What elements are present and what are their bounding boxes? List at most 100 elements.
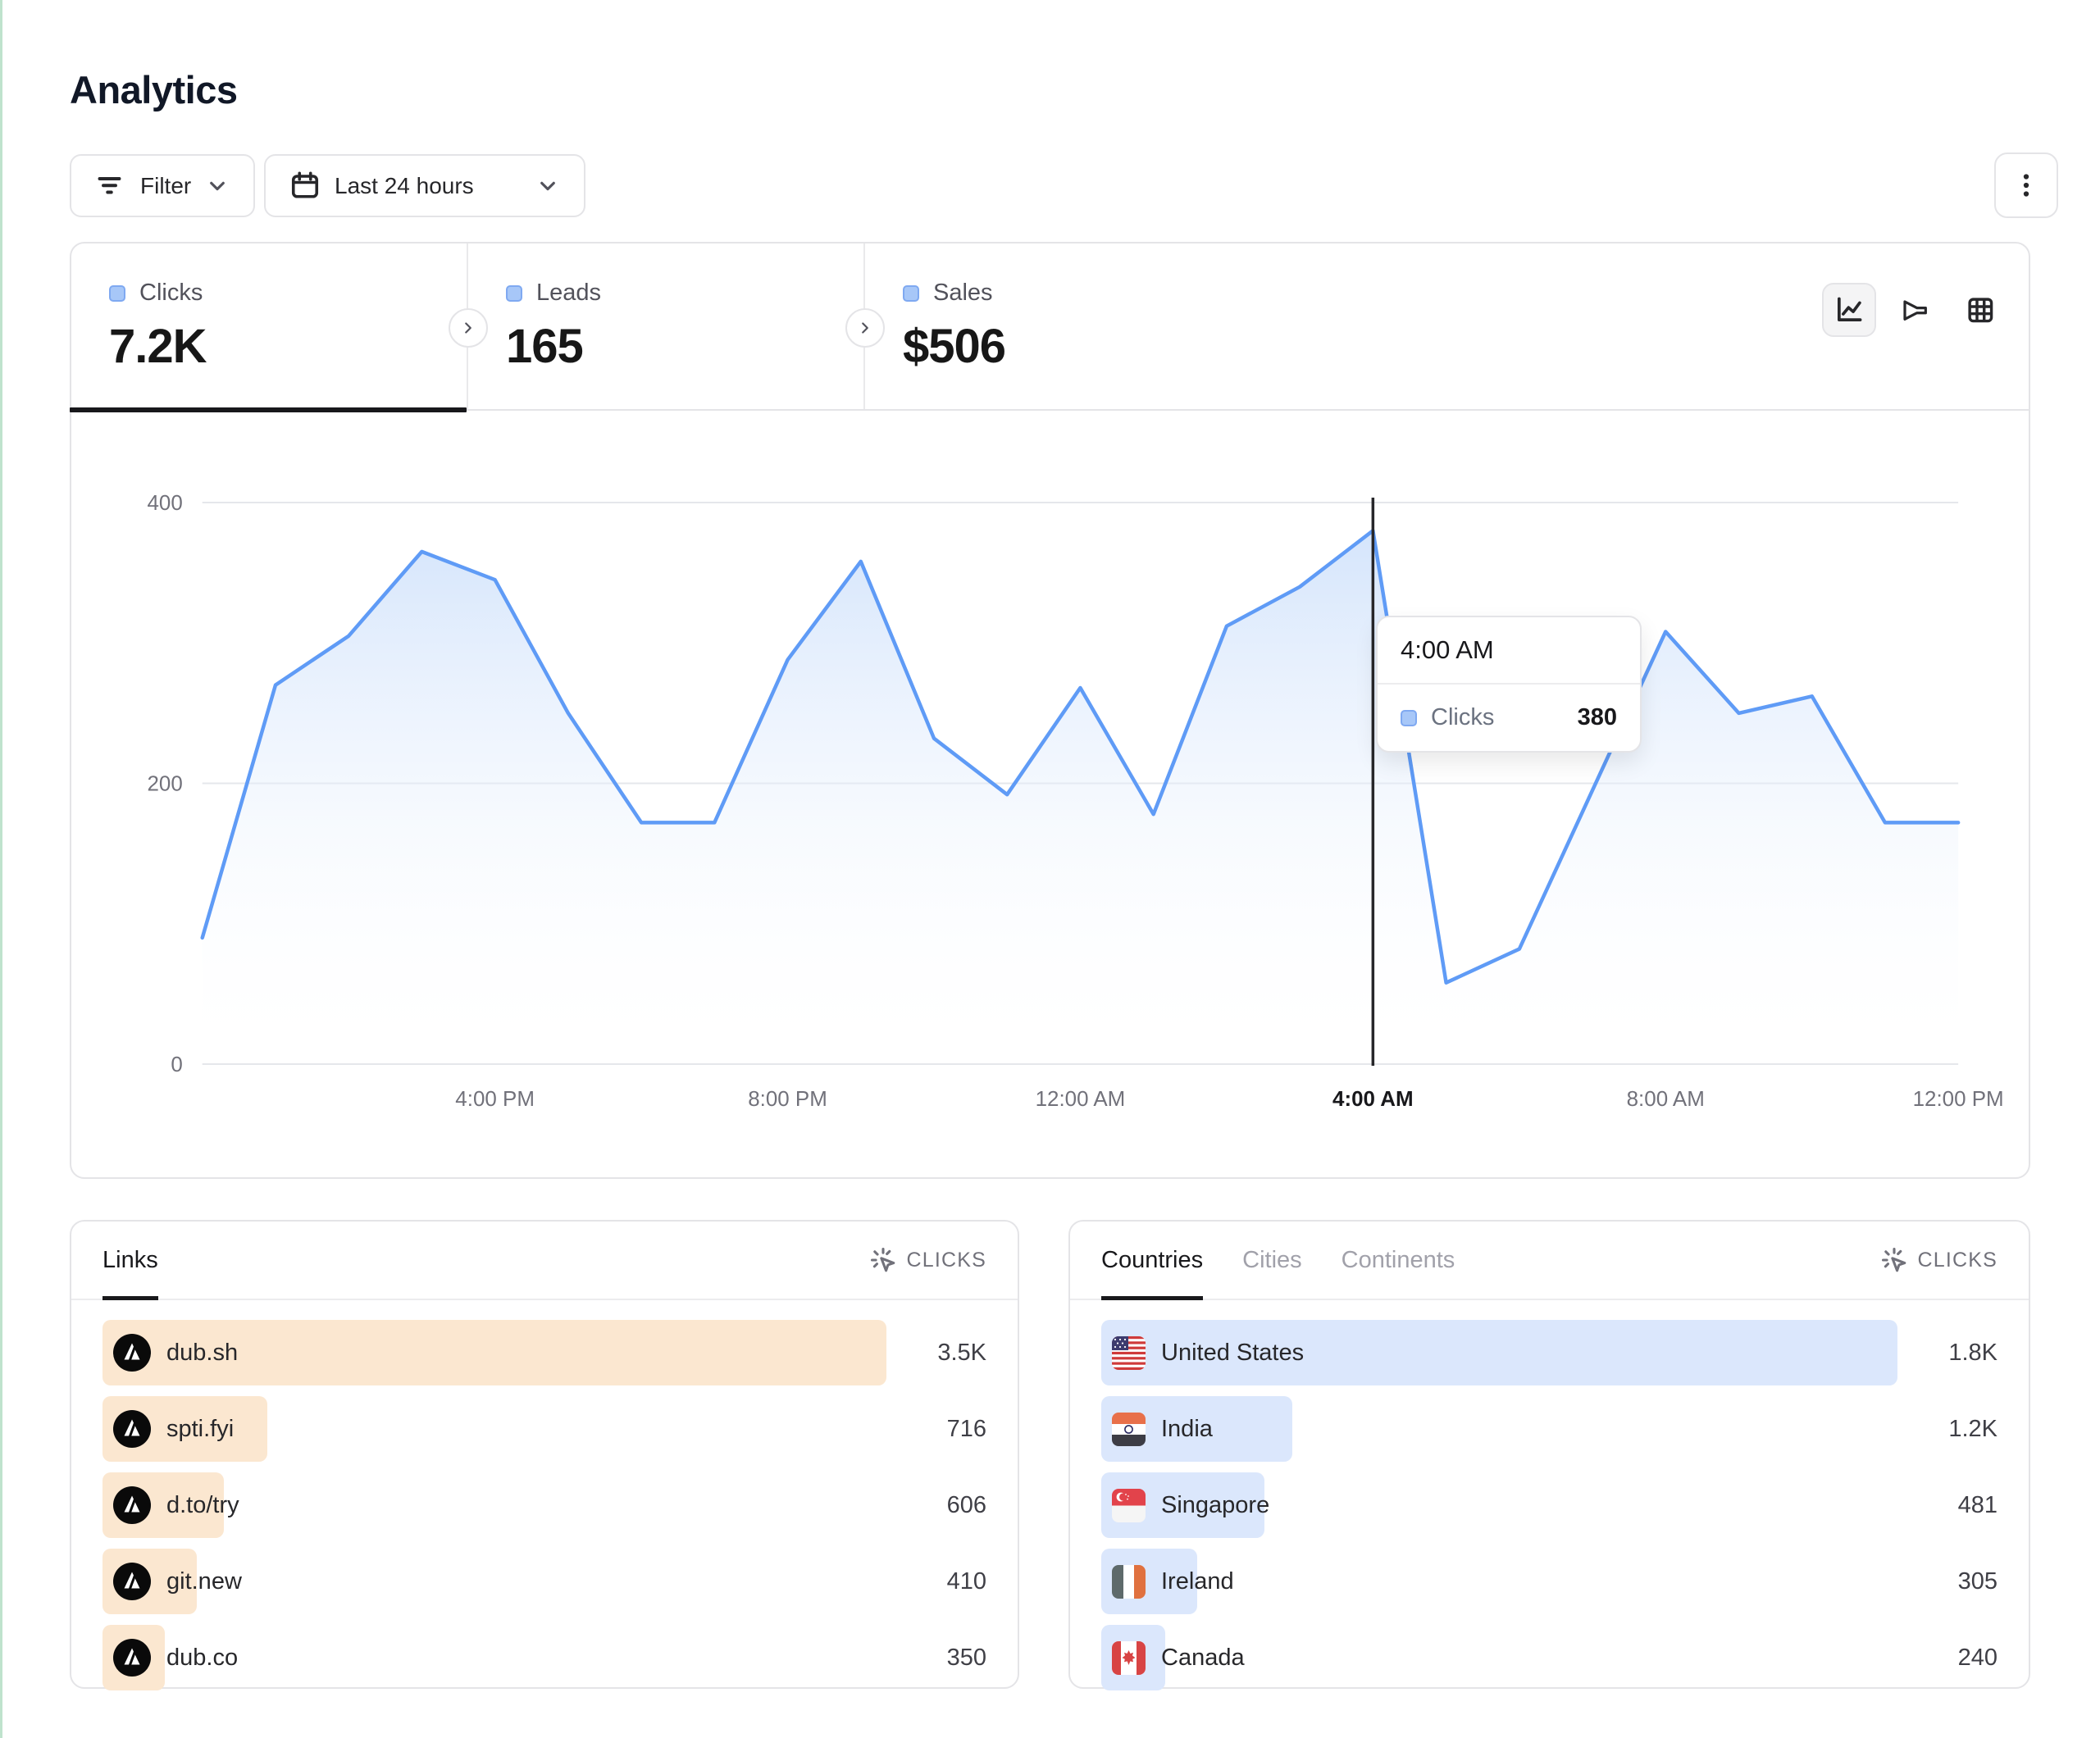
- chevron-right-icon: [862, 322, 868, 334]
- countries-panel: Countries Cities Continents CLICKS Unite…: [1068, 1220, 2030, 1690]
- stat-label-row: Clicks: [109, 280, 467, 307]
- date-range-button[interactable]: Last 24 hours: [264, 154, 585, 217]
- filter-button-label: Filter: [140, 172, 192, 198]
- svg-text:8:00 PM: 8:00 PM: [748, 1086, 827, 1111]
- sales-value: $506: [903, 320, 1006, 373]
- canada-flag-icon: [1112, 1641, 1146, 1675]
- leads-legend-swatch: [506, 284, 522, 302]
- link-row-git-new[interactable]: git.new 410: [102, 1549, 986, 1614]
- link-clicks-value: 3.5K: [937, 1339, 986, 1366]
- link-bar: [102, 1320, 886, 1385]
- stat-tab-sales[interactable]: Sales $506: [865, 243, 1262, 409]
- country-clicks-value: 305: [1957, 1567, 1998, 1595]
- sales-legend-swatch: [903, 284, 919, 302]
- country-row-india[interactable]: India 1.2K: [1101, 1396, 1998, 1462]
- country-label: India: [1161, 1415, 1213, 1442]
- country-row-united-states[interactable]: United States 1.8K: [1101, 1320, 1998, 1385]
- svg-text:12:00 PM: 12:00 PM: [1913, 1086, 2004, 1111]
- tab-links[interactable]: Links: [102, 1222, 158, 1300]
- clicks-area-chart[interactable]: 0 200 400 4:00 PM 8:00 PM 12:00 AM 4:00 AM 8:00…: [71, 411, 2029, 1176]
- chevron-down-icon: [540, 181, 555, 190]
- kebab-menu-icon: [2023, 174, 2029, 197]
- tab-label: Continents: [1341, 1246, 1455, 1273]
- singapore-flag-icon: [1112, 1489, 1146, 1522]
- tooltip-series-label: Clicks: [1431, 704, 1495, 730]
- link-clicks-value: 716: [946, 1415, 986, 1442]
- stats-tabs-row: Clicks 7.2K Leads 165 Sales $506: [70, 243, 2029, 412]
- dub-logo-icon: [113, 1486, 151, 1524]
- link-label: dub.sh: [166, 1339, 239, 1366]
- tab-countries[interactable]: Countries: [1101, 1222, 1204, 1300]
- svg-text:4:00 PM: 4:00 PM: [455, 1086, 535, 1111]
- countries-metric-header[interactable]: CLICKS: [1880, 1246, 1998, 1274]
- country-row-canada[interactable]: Canada 240: [1101, 1625, 1998, 1690]
- link-label: dub.co: [166, 1644, 239, 1671]
- table-view-button[interactable]: [1953, 283, 2007, 337]
- stat-tab-clicks[interactable]: Clicks 7.2K: [70, 243, 468, 412]
- clicks-value: 7.2K: [109, 320, 207, 373]
- svg-text:4:00 AM: 4:00 AM: [1332, 1086, 1414, 1111]
- svg-text:400: 400: [147, 490, 182, 515]
- tooltip-series-row: Clicks 380: [1378, 685, 1640, 751]
- metric-label: CLICKS: [906, 1248, 986, 1272]
- link-clicks-value: 606: [946, 1491, 986, 1518]
- country-row-singapore[interactable]: Singapore 481: [1101, 1472, 1998, 1538]
- tab-continents[interactable]: Continents: [1342, 1222, 1455, 1299]
- area-chart-canvas[interactable]: 0 200 400 4:00 PM 8:00 PM 12:00 AM 4:00 AM 8:00…: [71, 411, 2029, 1176]
- link-label: spti.fyi: [166, 1415, 235, 1442]
- country-bar: [1101, 1320, 1897, 1385]
- page-edge-decoration: [0, 0, 2, 1738]
- svg-text:0: 0: [171, 1052, 182, 1076]
- calendar-icon: [291, 171, 319, 198]
- country-label: United States: [1161, 1339, 1305, 1366]
- clicks-legend-swatch: [109, 284, 125, 302]
- chevron-down-icon: [210, 181, 225, 190]
- tab-label: Countries: [1101, 1246, 1204, 1273]
- date-range-label: Last 24 hours: [335, 172, 474, 198]
- links-panel: Links CLICKS dub.sh 3.5K spti.fyi 716: [70, 1220, 1019, 1690]
- stat-label: Leads: [536, 280, 602, 306]
- tab-cities[interactable]: Cities: [1242, 1222, 1302, 1299]
- expand-stat-button[interactable]: [845, 308, 885, 348]
- us-flag-icon: [1112, 1336, 1146, 1370]
- funnel-view-button[interactable]: [1888, 283, 1942, 337]
- filter-icon: [98, 176, 121, 193]
- country-row-ireland[interactable]: Ireland 305: [1101, 1549, 1998, 1614]
- links-metric-header[interactable]: CLICKS: [869, 1246, 986, 1274]
- link-label: d.to/try: [166, 1491, 239, 1518]
- stat-label: Sales: [933, 280, 993, 306]
- link-row-spti-fyi[interactable]: spti.fyi 716: [102, 1396, 986, 1462]
- svg-text:8:00 AM: 8:00 AM: [1627, 1086, 1705, 1111]
- chevron-right-icon: [465, 322, 471, 334]
- tab-label: Cities: [1242, 1246, 1302, 1273]
- more-options-button[interactable]: [1994, 152, 2058, 218]
- link-row-dub-sh[interactable]: dub.sh 3.5K: [102, 1320, 986, 1385]
- line-chart-view-button[interactable]: [1822, 283, 1876, 337]
- country-label: Canada: [1161, 1644, 1245, 1671]
- clicks-legend-swatch: [1401, 709, 1417, 726]
- links-list: dub.sh 3.5K spti.fyi 716 d.to/try 606 gi…: [71, 1300, 1018, 1690]
- leads-value: 165: [506, 320, 584, 373]
- country-clicks-value: 1.2K: [1948, 1415, 1998, 1442]
- country-clicks-value: 481: [1957, 1491, 1998, 1518]
- stat-label-row: Leads: [506, 280, 863, 307]
- expand-stat-button[interactable]: [449, 308, 488, 348]
- india-flag-icon: [1112, 1413, 1146, 1446]
- tooltip-time: 4:00 AM: [1378, 617, 1640, 685]
- link-row-d-to-try[interactable]: d.to/try 606: [102, 1472, 986, 1538]
- metric-label: CLICKS: [1917, 1248, 1998, 1272]
- bar-track: [102, 1320, 886, 1385]
- links-panel-header: Links CLICKS: [71, 1222, 1018, 1300]
- dub-logo-icon: [113, 1639, 151, 1677]
- filter-button[interactable]: Filter: [70, 154, 256, 217]
- bar-track: [1101, 1320, 1897, 1385]
- link-row-dub-co[interactable]: dub.co 350: [102, 1625, 986, 1690]
- svg-text:12:00 AM: 12:00 AM: [1036, 1086, 1126, 1111]
- stat-tab-leads[interactable]: Leads 165: [468, 243, 865, 409]
- bar-track: [1101, 1396, 1897, 1462]
- dub-logo-icon: [113, 1563, 151, 1600]
- chart-tooltip: 4:00 AM Clicks 380: [1376, 616, 1642, 753]
- dub-logo-icon: [113, 1334, 151, 1372]
- grid-icon: [1968, 298, 1993, 323]
